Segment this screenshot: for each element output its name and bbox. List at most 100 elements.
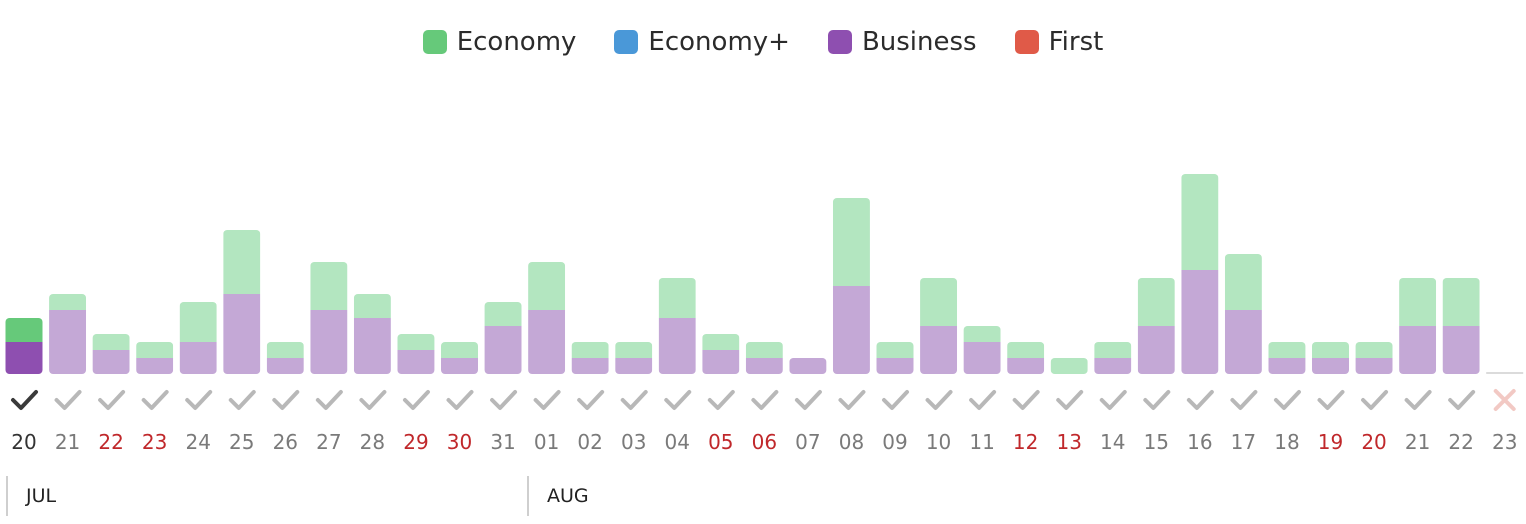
bar-business[interactable] <box>441 358 478 374</box>
day-column[interactable]: 22 <box>1442 278 1480 454</box>
bar-business[interactable] <box>876 358 914 374</box>
bar-economy[interactable] <box>1399 278 1437 326</box>
day-column[interactable]: 13 <box>1050 358 1088 454</box>
day-column[interactable]: 22 <box>92 334 130 454</box>
bar-economy[interactable] <box>1007 342 1045 358</box>
bar-economy[interactable] <box>1442 278 1480 326</box>
bar-economy[interactable] <box>49 294 87 310</box>
day-column[interactable]: 29 <box>397 334 435 454</box>
day-column[interactable]: 09 <box>876 342 914 454</box>
legend-item-economy[interactable]: Economy <box>422 27 576 57</box>
bar-business[interactable] <box>179 342 217 374</box>
bar-business[interactable] <box>528 310 566 374</box>
bar-economy[interactable] <box>1224 254 1262 310</box>
bar-business[interactable] <box>1399 326 1437 374</box>
bar-business[interactable] <box>832 286 870 374</box>
day-column[interactable]: 27 <box>310 262 348 454</box>
bar-economy[interactable] <box>92 334 130 350</box>
legend-item-business[interactable]: Business <box>827 27 977 57</box>
day-column[interactable]: 20 <box>5 318 43 454</box>
day-column[interactable]: 07 <box>789 358 827 454</box>
day-column[interactable]: 19 <box>1312 342 1349 454</box>
day-column[interactable]: 18 <box>1268 342 1306 454</box>
bar-economy[interactable] <box>266 342 304 358</box>
bar-business[interactable] <box>658 318 696 374</box>
bar-economy[interactable] <box>658 278 696 318</box>
bar-business[interactable] <box>702 350 740 374</box>
bar-business[interactable] <box>49 310 87 374</box>
bar-business[interactable] <box>1007 358 1045 374</box>
bar-economy[interactable] <box>5 318 43 342</box>
bar-economy[interactable] <box>1094 342 1132 358</box>
bar-business[interactable] <box>789 358 827 374</box>
bar-business[interactable] <box>745 358 783 374</box>
day-column[interactable]: 23 <box>136 342 174 454</box>
bar-economy[interactable] <box>136 342 174 358</box>
bar-economy[interactable] <box>528 262 566 310</box>
bar-business[interactable] <box>310 310 348 374</box>
bar-economy[interactable] <box>1312 342 1349 358</box>
bar-business[interactable] <box>223 294 261 374</box>
day-column[interactable]: 24 <box>179 302 217 454</box>
day-column[interactable]: 08 <box>832 198 870 454</box>
bar-business[interactable] <box>1181 270 1219 374</box>
bar-business[interactable] <box>963 342 1001 374</box>
bar-business[interactable] <box>1442 326 1480 374</box>
bar-business[interactable] <box>266 358 304 374</box>
day-column[interactable]: 03 <box>615 342 653 454</box>
bar-economy[interactable] <box>876 342 914 358</box>
day-column[interactable]: 06 <box>745 342 783 454</box>
legend-item-economy-plus[interactable]: Economy+ <box>614 27 790 57</box>
day-column[interactable]: 10 <box>920 278 958 454</box>
bar-economy[interactable] <box>745 342 783 358</box>
bar-business[interactable] <box>1355 358 1393 374</box>
bar-economy[interactable] <box>963 326 1001 342</box>
day-column[interactable]: 04 <box>658 278 696 454</box>
day-column[interactable]: 02 <box>571 342 609 454</box>
bar-economy[interactable] <box>702 334 740 350</box>
day-column[interactable]: 12 <box>1007 342 1045 454</box>
bar-business[interactable] <box>1094 358 1132 374</box>
bar-business[interactable] <box>1137 326 1175 374</box>
bar-business[interactable] <box>136 358 174 374</box>
bar-business[interactable] <box>5 342 43 374</box>
bar-economy[interactable] <box>1181 174 1219 270</box>
day-column[interactable]: 21 <box>49 294 87 454</box>
bar-economy[interactable] <box>832 198 870 286</box>
bar-economy[interactable] <box>920 278 958 326</box>
bar-economy[interactable] <box>1268 342 1306 358</box>
bar-economy[interactable] <box>353 294 391 318</box>
bar-economy[interactable] <box>441 342 478 358</box>
day-column[interactable]: 20 <box>1355 342 1393 454</box>
bar-economy[interactable] <box>397 334 435 350</box>
day-column[interactable]: 25 <box>223 230 261 454</box>
bar-economy[interactable] <box>1355 342 1393 358</box>
bar-economy[interactable] <box>179 302 217 342</box>
bar-business[interactable] <box>484 326 522 374</box>
bar-economy[interactable] <box>484 302 522 326</box>
day-column[interactable]: 23 <box>1486 372 1524 454</box>
day-column[interactable]: 21 <box>1399 278 1437 454</box>
bar-business[interactable] <box>920 326 958 374</box>
day-column[interactable]: 17 <box>1224 254 1262 454</box>
day-column[interactable]: 31 <box>484 302 522 454</box>
bar-economy[interactable] <box>223 230 261 294</box>
bar-business[interactable] <box>92 350 130 374</box>
day-column[interactable]: 26 <box>266 342 304 454</box>
bar-economy[interactable] <box>1137 278 1175 326</box>
day-column[interactable]: 11 <box>963 326 1001 454</box>
day-column[interactable]: 14 <box>1094 342 1132 454</box>
day-column[interactable]: 05 <box>702 334 740 454</box>
bar-economy[interactable] <box>615 342 653 358</box>
bar-business[interactable] <box>571 358 609 374</box>
day-column[interactable]: 01 <box>528 262 566 454</box>
bar-economy[interactable] <box>571 342 609 358</box>
bar-business[interactable] <box>1268 358 1306 374</box>
day-column[interactable]: 15 <box>1137 278 1175 454</box>
day-column[interactable]: 30 <box>441 342 478 454</box>
bar-business[interactable] <box>1224 310 1262 374</box>
bar-business[interactable] <box>397 350 435 374</box>
bar-business[interactable] <box>1312 358 1349 374</box>
bar-economy[interactable] <box>1050 358 1088 374</box>
day-column[interactable]: 28 <box>353 294 391 454</box>
